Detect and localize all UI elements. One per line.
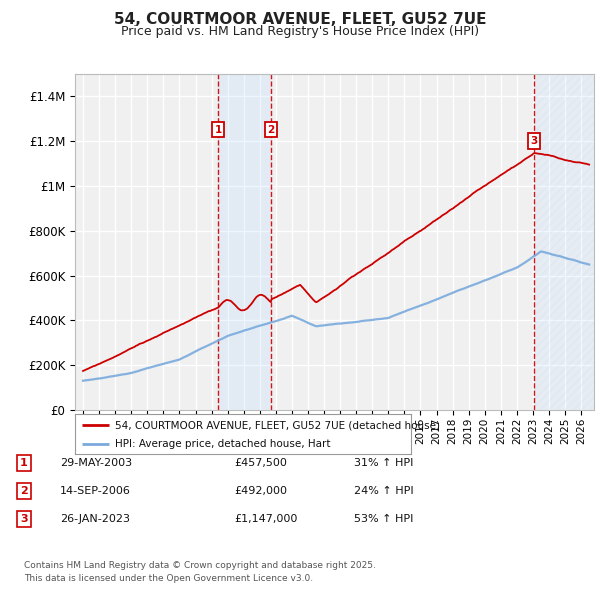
Text: 53% ↑ HPI: 53% ↑ HPI xyxy=(354,514,413,524)
Text: 24% ↑ HPI: 24% ↑ HPI xyxy=(354,486,413,496)
Text: £457,500: £457,500 xyxy=(234,458,287,468)
Text: 3: 3 xyxy=(20,514,28,524)
Text: 2: 2 xyxy=(268,125,275,135)
Text: 14-SEP-2006: 14-SEP-2006 xyxy=(60,486,131,496)
Text: £1,147,000: £1,147,000 xyxy=(234,514,298,524)
Text: 29-MAY-2003: 29-MAY-2003 xyxy=(60,458,132,468)
Text: 26-JAN-2023: 26-JAN-2023 xyxy=(60,514,130,524)
Text: 1: 1 xyxy=(215,125,222,135)
Bar xyxy=(534,74,594,410)
Text: Contains HM Land Registry data © Crown copyright and database right 2025.
This d: Contains HM Land Registry data © Crown c… xyxy=(24,562,376,583)
Text: HPI: Average price, detached house, Hart: HPI: Average price, detached house, Hart xyxy=(115,440,331,449)
Text: £492,000: £492,000 xyxy=(234,486,287,496)
Text: 54, COURTMOOR AVENUE, FLEET, GU52 7UE: 54, COURTMOOR AVENUE, FLEET, GU52 7UE xyxy=(114,12,486,27)
Text: Price paid vs. HM Land Registry's House Price Index (HPI): Price paid vs. HM Land Registry's House … xyxy=(121,25,479,38)
Text: 2: 2 xyxy=(20,486,28,496)
Text: 1: 1 xyxy=(20,458,28,468)
Text: 31% ↑ HPI: 31% ↑ HPI xyxy=(354,458,413,468)
Bar xyxy=(218,74,271,410)
Text: 3: 3 xyxy=(530,136,538,146)
Text: 54, COURTMOOR AVENUE, FLEET, GU52 7UE (detached house): 54, COURTMOOR AVENUE, FLEET, GU52 7UE (d… xyxy=(115,421,440,431)
